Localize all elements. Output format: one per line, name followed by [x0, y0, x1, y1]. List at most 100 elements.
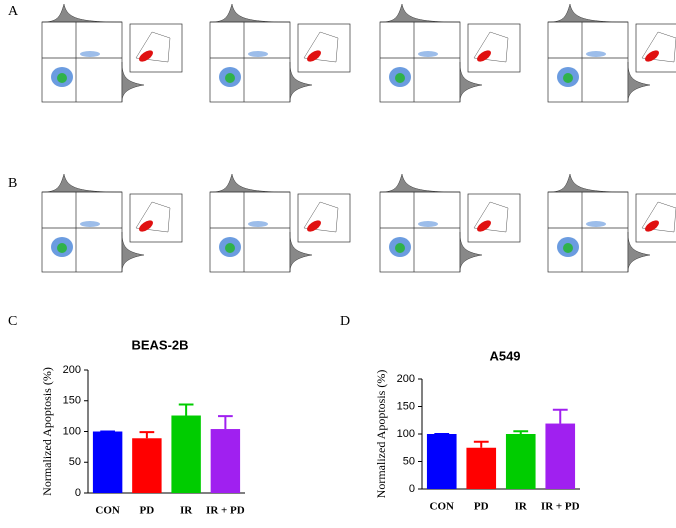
y-tick-label: 50: [403, 455, 415, 467]
cell-core: [225, 73, 235, 83]
y-tick-label: 150: [63, 395, 81, 407]
error-bar: [218, 415, 233, 430]
histogram-side: [459, 61, 483, 103]
flow-panel: [547, 3, 676, 103]
y-tick-label: 100: [397, 428, 415, 440]
gate-cells: [645, 50, 659, 62]
scatter-box: [209, 191, 291, 273]
y-tick-label: 200: [397, 373, 415, 385]
x-tick-label: IR: [180, 505, 193, 517]
x-tick-label: PD: [474, 501, 489, 513]
y-tick-label: 100: [63, 425, 81, 437]
panel-label: C: [8, 314, 17, 329]
gate-inset: [467, 193, 521, 243]
x-tick-label: IR + PD: [541, 501, 580, 513]
gate-outline: [641, 201, 676, 233]
gate-cells: [307, 220, 321, 232]
scatter-box: [547, 21, 629, 103]
histogram-side: [289, 231, 313, 273]
x-tick-label: PD: [140, 505, 155, 517]
panel-label: A: [8, 4, 19, 19]
gate-outline: [473, 201, 509, 233]
cell-core: [57, 73, 67, 83]
x-tick-label: CON: [430, 501, 455, 513]
histogram-top: [547, 173, 629, 193]
bar: [171, 415, 201, 493]
histogram-top: [379, 3, 461, 23]
gate-cells: [645, 220, 659, 232]
error-bar: [139, 431, 155, 439]
histogram-top: [209, 173, 291, 193]
gate-inset: [129, 23, 183, 73]
chart-title: BEAS-2B: [131, 337, 188, 352]
scatter-box: [379, 191, 461, 273]
cell-spread: [418, 221, 438, 227]
x-tick-label: IR + PD: [206, 505, 245, 517]
gate-inset: [635, 23, 676, 73]
cell-core: [395, 73, 405, 83]
cell-spread: [248, 51, 268, 57]
cell-core: [57, 243, 67, 253]
flow-panel: [209, 173, 351, 273]
x-tick-label: CON: [95, 505, 120, 517]
gate-inset: [297, 193, 351, 243]
y-tick-label: 0: [409, 483, 415, 495]
gate-outline: [135, 31, 171, 63]
bar: [210, 429, 241, 493]
scatter-box: [379, 21, 461, 103]
y-tick-label: 150: [397, 400, 415, 412]
y-tick-label: 0: [75, 487, 81, 499]
bar: [505, 434, 536, 489]
scatter-box: [41, 191, 123, 273]
error-bar: [552, 408, 568, 424]
histogram-side: [121, 61, 145, 103]
histogram-top: [41, 173, 123, 193]
histogram-side: [627, 231, 651, 273]
scatter-box: [209, 21, 291, 103]
error-bar: [513, 430, 529, 434]
cell-core: [563, 243, 573, 253]
x-tick-label: IR: [515, 501, 528, 513]
histogram-top: [547, 3, 629, 23]
histogram-top: [41, 3, 123, 23]
bar: [132, 438, 162, 493]
scatter-box: [547, 191, 629, 273]
flow-panel: [41, 3, 183, 103]
scatter-box: [41, 21, 123, 103]
bar: [92, 431, 123, 493]
cell-spread: [586, 221, 606, 227]
bar: [466, 447, 497, 489]
gate-inset: [467, 23, 521, 73]
flow-panel: [547, 173, 676, 273]
y-tick-label: 200: [63, 364, 81, 376]
panel-label: B: [8, 176, 17, 191]
chart-title: A549: [489, 348, 520, 363]
gate-cells: [477, 50, 491, 62]
gate-inset: [635, 193, 676, 243]
flow-panel: [379, 173, 521, 273]
cell-spread: [80, 221, 100, 227]
error-bar: [178, 403, 194, 416]
gate-inset: [297, 23, 351, 73]
y-tick-label: 50: [69, 456, 81, 468]
bar: [426, 434, 457, 489]
gate-outline: [303, 31, 339, 63]
y-axis-label: Normalized Apoptosis (%): [374, 370, 388, 499]
error-bar: [473, 440, 489, 448]
cell-core: [225, 243, 235, 253]
gate-cells: [139, 220, 153, 232]
cell-spread: [586, 51, 606, 57]
gate-outline: [641, 31, 676, 63]
flow-panel: [209, 3, 351, 103]
y-axis-label: Normalized Apoptosis (%): [40, 367, 54, 496]
histogram-top: [209, 3, 291, 23]
flow-panel: [41, 173, 183, 273]
bar: [545, 423, 576, 489]
gate-outline: [473, 31, 509, 63]
histogram-side: [121, 231, 145, 273]
cell-spread: [418, 51, 438, 57]
cell-spread: [248, 221, 268, 227]
gate-cells: [477, 220, 491, 232]
gate-outline: [135, 201, 171, 233]
